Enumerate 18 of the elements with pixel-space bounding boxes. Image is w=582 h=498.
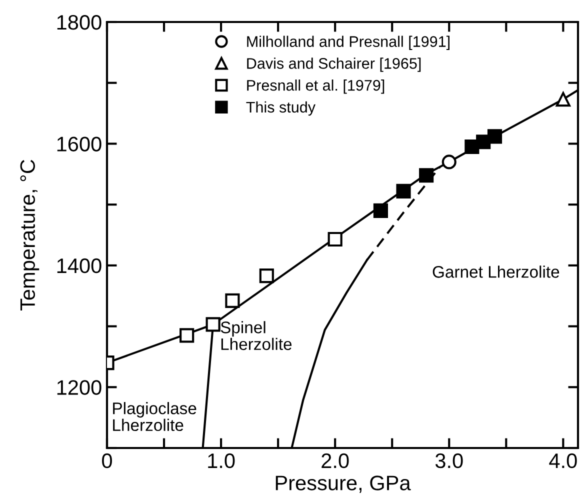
annotation: Garnet Lherzolite: [432, 266, 560, 278]
y-tick-label: 1600: [57, 136, 102, 152]
x-tick-label: 3.0: [435, 453, 463, 468]
x-tick-label: 1.0: [208, 453, 235, 468]
legend-label: This study: [246, 101, 316, 116]
legend-label: Presnall et al. [1979]: [247, 80, 384, 94]
x-tick-label: 4.0: [549, 453, 577, 468]
annotation: Spinel Lherzolite: [220, 321, 292, 350]
y-axis-title: Temperature, °C: [20, 160, 40, 310]
x-tick-label: 2.0: [322, 453, 349, 468]
y-tick-label: 1200: [57, 380, 102, 395]
x-axis-title: Pressure, GPa: [276, 476, 411, 493]
legend-label: Davis and Schairer [1965]: [247, 58, 421, 72]
annotation: Plagioclase Lherzolite: [113, 402, 196, 432]
x-tick-label: 0: [102, 453, 112, 468]
legend-label: Milholland and Presnall [1991]: [247, 36, 450, 50]
y-tick-label: 1400: [57, 258, 102, 274]
y-tick-label: 1800: [57, 15, 102, 30]
